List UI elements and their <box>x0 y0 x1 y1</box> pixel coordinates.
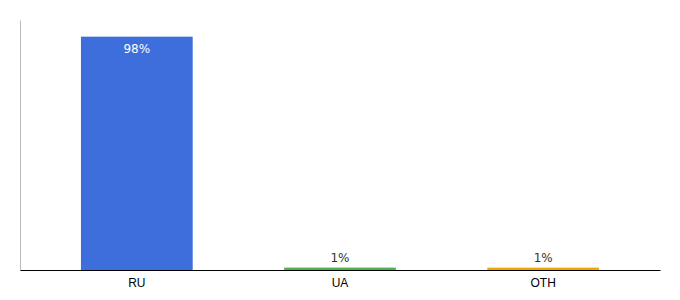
data-labels: 98% 1% 1% <box>123 42 552 265</box>
x-axis-line <box>21 270 661 271</box>
data-label: 1% <box>534 251 553 265</box>
x-axis: RU UA OTH <box>21 271 661 290</box>
x-tick: UA <box>332 276 349 290</box>
bar <box>284 268 396 270</box>
y-axis-line <box>20 21 21 271</box>
chart-container: RU UA OTH 98% 1% 1% <box>0 0 680 300</box>
bar <box>81 37 193 270</box>
x-tick-label: OTH <box>531 276 556 290</box>
chart-svg: RU UA OTH 98% 1% 1% <box>0 0 680 300</box>
x-tick: RU <box>128 276 145 290</box>
bar <box>487 268 599 270</box>
bars <box>81 37 599 270</box>
y-axis <box>20 21 21 271</box>
data-label: 1% <box>330 251 349 265</box>
data-label: 98% <box>123 42 150 56</box>
x-tick: OTH <box>531 276 556 290</box>
x-tick-label: RU <box>128 276 145 290</box>
plot: RU UA OTH 98% 1% 1% <box>21 21 661 290</box>
x-tick-label: UA <box>332 276 349 290</box>
